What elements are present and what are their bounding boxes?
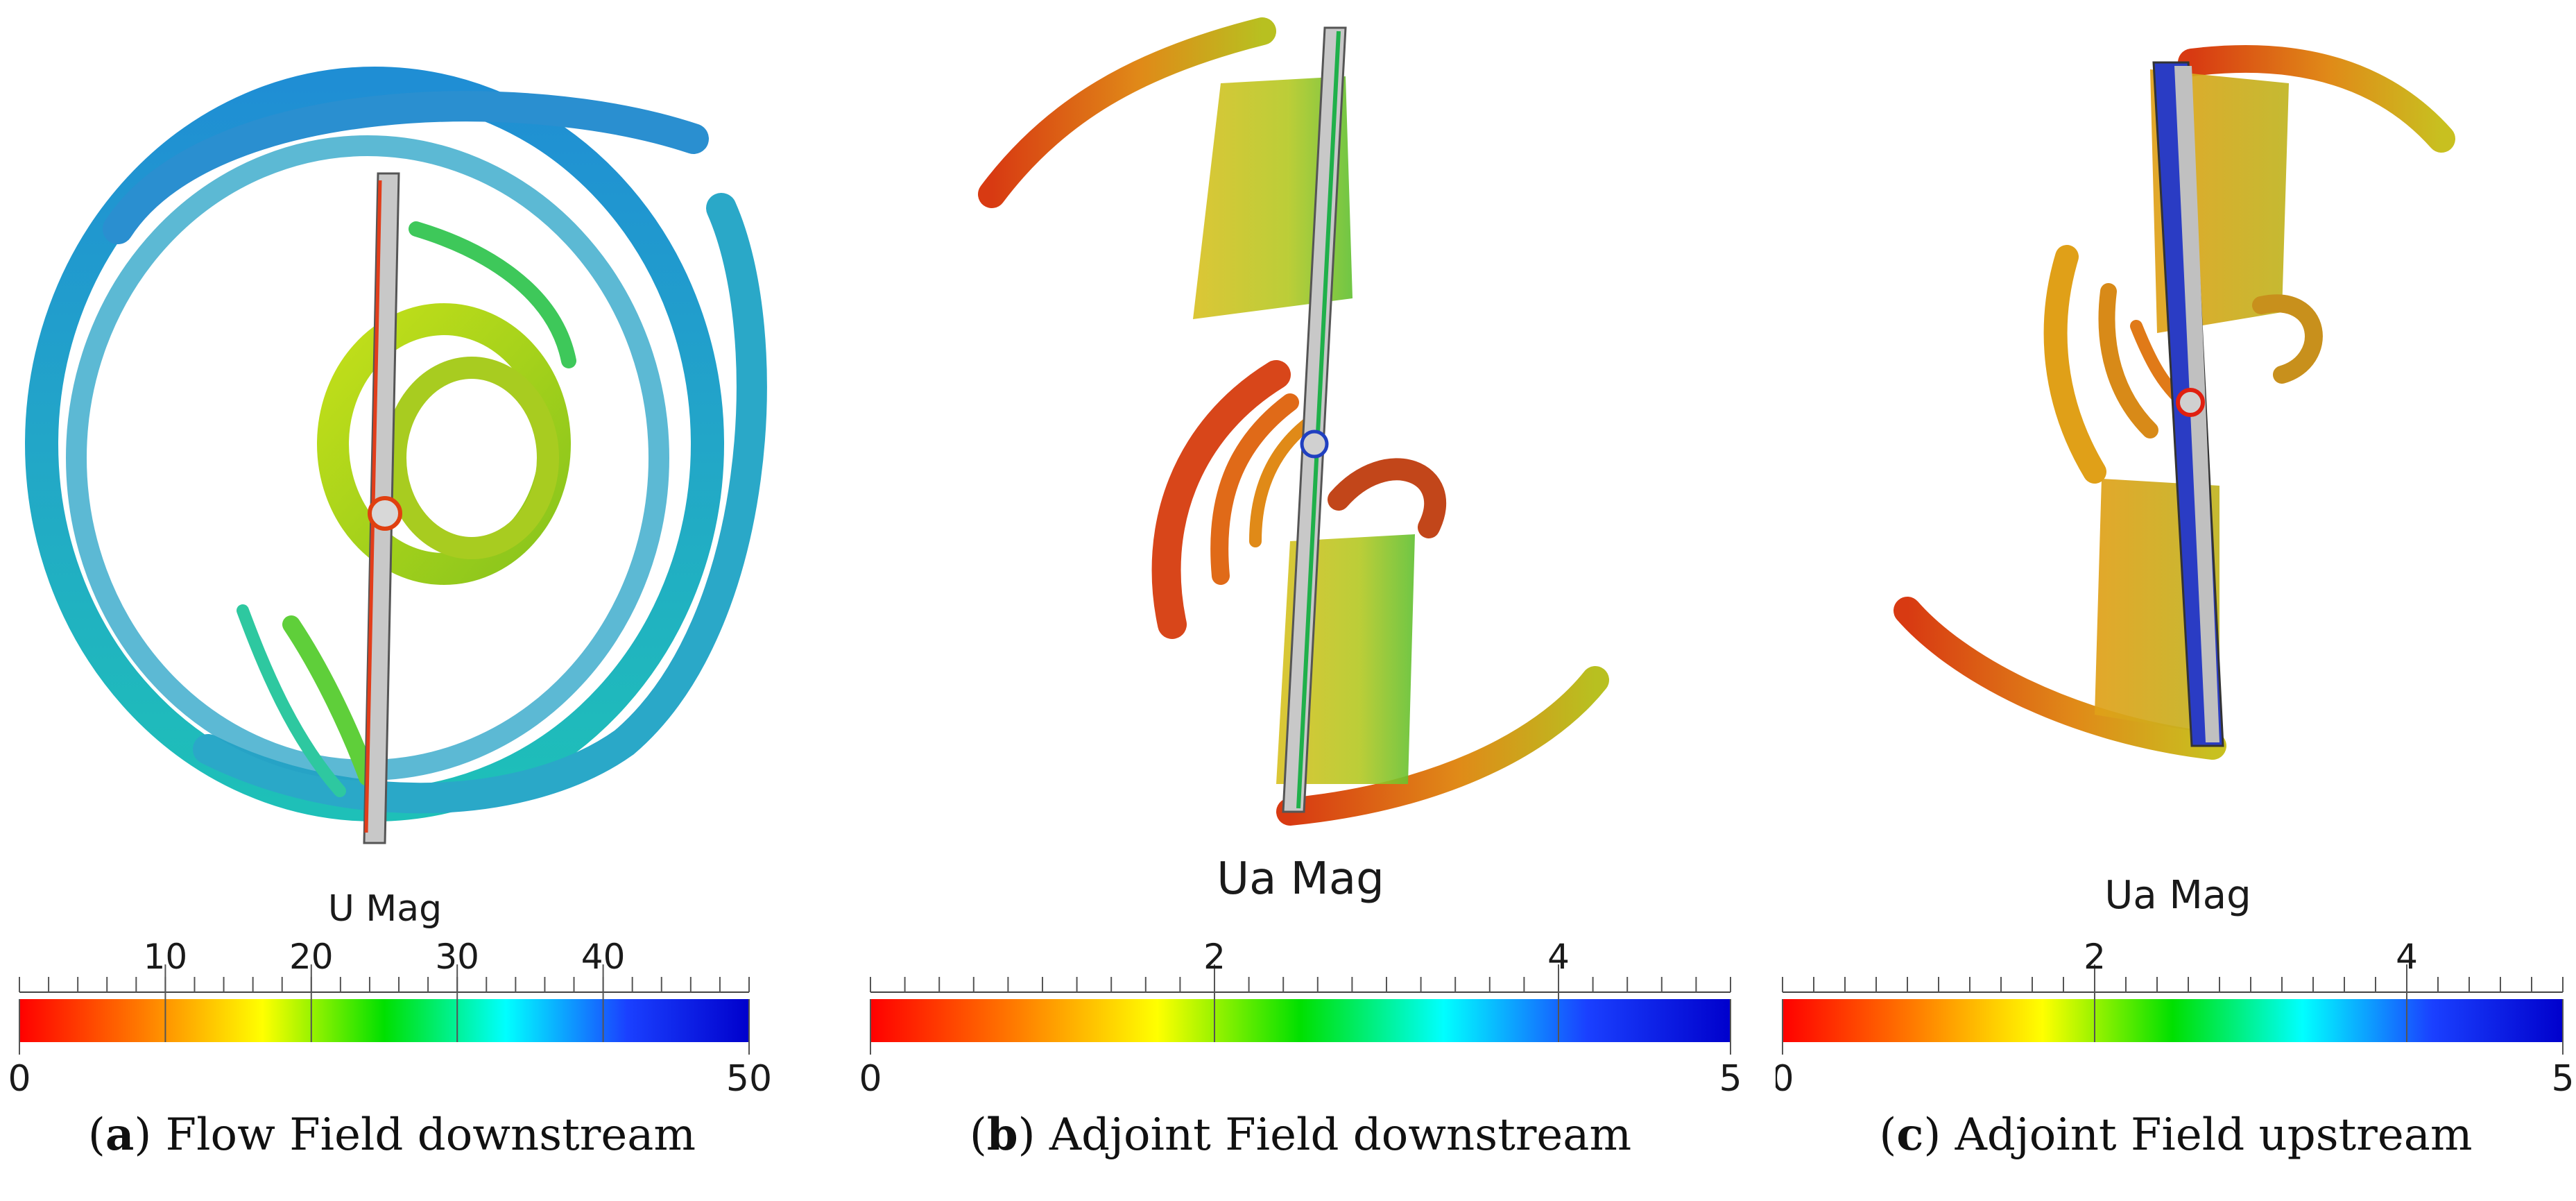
- propeller-blade: [363, 172, 402, 844]
- colorbar-tick-label: 4: [2396, 937, 2418, 977]
- tip-vortex-arcs: [1894, 45, 2455, 760]
- caption-text: Adjoint Field downstream: [1049, 1109, 1632, 1161]
- panel-c: Ua Mag 2 4 0 5 (c) Adjoint Field upstream: [1776, 0, 2576, 1201]
- hub-vortex-swirl: [237, 221, 576, 797]
- colorbar-min-label: 0: [1776, 1058, 1794, 1100]
- panel-b: Ua Mag 2 4 0 5 (b) Adjoint Field downstream: [860, 0, 1741, 1201]
- propeller-blade: [1282, 26, 1347, 813]
- colorbar-gradient: [19, 999, 749, 1042]
- colorbar-tick-label: 40: [581, 937, 626, 977]
- colorbar-tick-label: 20: [289, 937, 334, 977]
- colorbar-max-label: 5: [2551, 1058, 2574, 1100]
- colorbar: 2 4 0 5: [1776, 937, 2575, 1100]
- hub-vortex-swirl: [2043, 245, 2323, 484]
- caption-letter: b: [986, 1109, 1018, 1161]
- colorbar-tick-label: 10: [144, 937, 188, 977]
- caption-letter: c: [1896, 1109, 1924, 1161]
- colorbar-tick-label: 4: [1547, 937, 1570, 977]
- tip-vortex-arcs: [978, 17, 1609, 826]
- colorbar-gradient: [870, 999, 1731, 1042]
- panel-a: U Mag 10 20 30 40 0 50 (a) Flow Field downstr…: [0, 0, 784, 1201]
- colorbar-min-label: 0: [8, 1058, 31, 1100]
- caption-text: Flow Field downstream: [165, 1109, 696, 1161]
- colorbar-tick-label: 30: [435, 937, 479, 977]
- adjoint-field-downstream-render: [978, 17, 1609, 826]
- caption-letter: a: [105, 1109, 135, 1161]
- propeller-blade: [2152, 61, 2224, 747]
- caption-text: Adjoint Field upstream: [1955, 1109, 2473, 1161]
- colorbar-title: Ua Mag: [1217, 853, 1384, 905]
- colorbar-min-label: 0: [860, 1058, 882, 1100]
- colorbar: 2 4 0 5: [860, 937, 1741, 1100]
- caption: (b) Adjoint Field downstream: [969, 1109, 1632, 1161]
- colorbar-title: U Mag: [327, 888, 443, 930]
- colorbar-tick-label: 2: [1203, 937, 1226, 977]
- adjoint-field-upstream-render: [1894, 45, 2455, 760]
- colorbar-max-label: 5: [1719, 1058, 1741, 1100]
- hub-vortex-swirl: [1151, 360, 1447, 639]
- caption: (c) Adjoint Field upstream: [1879, 1109, 2473, 1161]
- caption: (a) Flow Field downstream: [87, 1109, 696, 1161]
- flow-field-render: [25, 67, 767, 844]
- colorbar-title: Ua Mag: [2104, 873, 2251, 918]
- colorbar: 10 20 30 40 0 50: [8, 937, 772, 1100]
- colorbar-tick-label: 2: [2084, 937, 2106, 977]
- colorbar-max-label: 50: [726, 1058, 772, 1100]
- colorbar-gradient: [1783, 999, 2563, 1042]
